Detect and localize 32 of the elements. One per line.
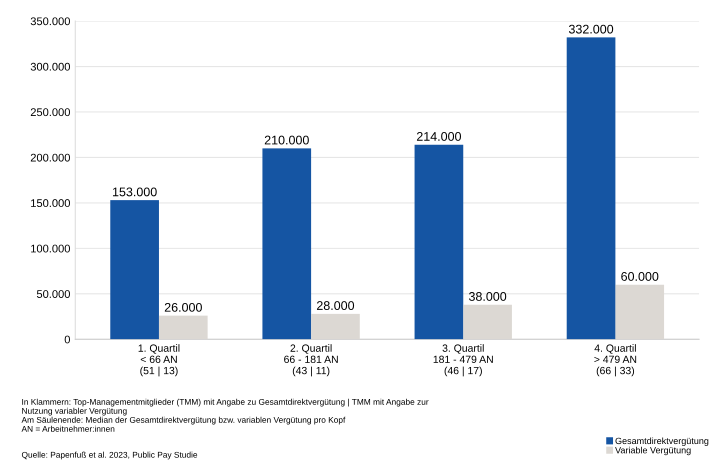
y-tick-label: 50.000 (36, 290, 70, 298)
bar (262, 148, 312, 340)
data-label: 153.000 (112, 187, 157, 196)
data-label: 28.000 (316, 301, 354, 310)
legend-label: Gesamtdirektvergütung (616, 437, 708, 446)
y-tick-label: 300.000 (30, 62, 70, 71)
bar (463, 304, 512, 340)
bar (311, 314, 360, 340)
text: In Klammern: Top-Managementmitglieder (TMM) mit Angabe zu Gesamtdirektvergütung | TMM mit Angabe zur Nutzung variabler Vergütung Am Säulenende: Median der Gesamtdirektvergütung bzw. variablen Vergütung pro Kopf AN = Arbeitnehmer:innen (22, 398, 428, 432)
bar (158, 316, 208, 340)
y-tick-label: 350.000 (30, 17, 70, 26)
x-tick-label: 1. Quartil < 66 AN (51 | 13) (138, 344, 180, 376)
legend-label: Variable Vergütung (615, 446, 691, 456)
y-tick-label: 150.000 (31, 199, 70, 208)
bar (615, 284, 664, 340)
bar (566, 37, 616, 340)
y-tick-label: 200.000 (30, 154, 70, 162)
x-tick-label: 3. Quartil 181 - 479 AN (46 | 17) (434, 344, 493, 376)
source-note: Quelle: Papenfuß et al. 2023, Public Pay Studie (22, 452, 198, 460)
data-label: 60.000 (621, 272, 658, 281)
y-tick-label: 250.000 (30, 108, 70, 116)
data-label: 214.000 (416, 132, 462, 141)
bar (110, 200, 159, 340)
data-label: 38.000 (468, 292, 506, 301)
x-tick-label: 2. Quartil 66 - 181 AN (43 | 11) (284, 344, 338, 376)
data-label: 332.000 (568, 24, 614, 34)
bar (414, 144, 464, 340)
y-tick-label: 100.000 (31, 244, 70, 253)
y-tick-label: 0 (64, 336, 70, 344)
x-tick-label: 4. Quartil > 479 AN (66 | 33) (594, 344, 636, 376)
data-label: 26.000 (164, 302, 202, 312)
data-label: 210.000 (264, 136, 309, 144)
